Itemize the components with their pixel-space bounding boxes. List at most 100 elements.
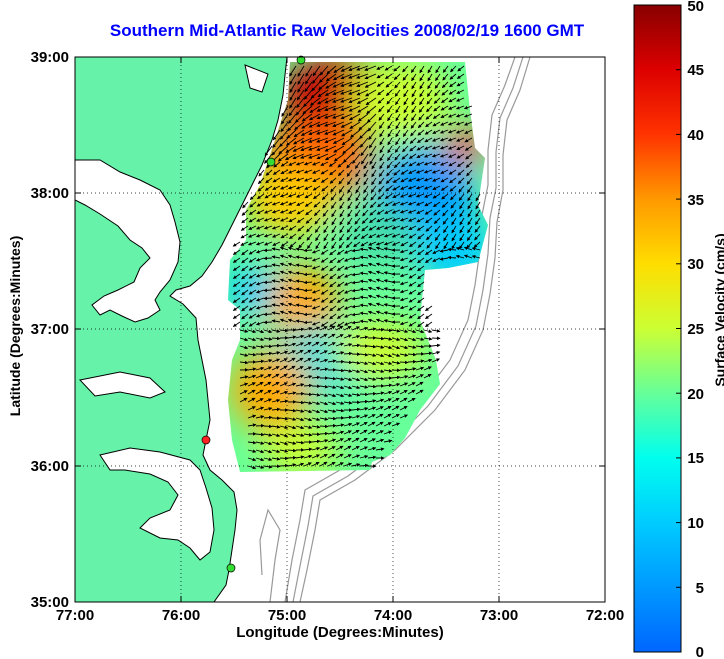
velocity-arrow <box>247 345 257 349</box>
velocity-arrow <box>383 255 393 259</box>
velocity-arrow <box>321 193 329 201</box>
velocity-arrow <box>247 241 257 246</box>
velocity-arrow <box>312 185 321 191</box>
velocity-arrow <box>395 113 401 122</box>
velocity-arrow <box>327 342 336 347</box>
velocity-arrow <box>249 201 257 208</box>
velocity-arrow <box>455 246 465 251</box>
velocity-arrow <box>423 177 433 182</box>
velocity-arrow <box>400 225 409 230</box>
velocity-arrow <box>423 337 433 341</box>
velocity-arrow <box>408 169 417 174</box>
velocity-arrow <box>257 177 265 185</box>
velocity-arrow <box>402 137 409 145</box>
velocity-arrow <box>346 233 353 241</box>
velocity-arrow <box>450 193 457 201</box>
velocity-arrow <box>467 185 473 194</box>
velocity-arrow <box>386 105 393 113</box>
velocity-arrow <box>319 431 329 436</box>
velocity-arrow <box>418 105 425 113</box>
velocity-arrow <box>344 265 353 270</box>
velocity-arrow <box>271 263 281 267</box>
velocity-arrow <box>324 129 337 135</box>
velocity-arrow <box>356 97 369 104</box>
velocity-arrow <box>324 145 337 152</box>
velocity-arrow <box>303 341 312 347</box>
velocity-arrow <box>271 390 280 395</box>
velocity-arrow <box>432 113 441 119</box>
velocity-arrow <box>369 153 377 165</box>
velocity-arrow <box>303 357 312 363</box>
velocity-arrow <box>264 209 273 214</box>
velocity-arrow <box>263 366 272 371</box>
velocity-arrow <box>441 97 449 103</box>
velocity-arrow <box>295 263 305 267</box>
velocity-arrow <box>348 73 361 79</box>
velocity-arrow <box>335 393 345 398</box>
velocity-arrow <box>289 241 297 248</box>
velocity-arrow <box>300 129 313 136</box>
velocity-arrow <box>280 161 289 167</box>
velocity-arrow <box>255 297 265 302</box>
velocity-arrow <box>457 161 465 167</box>
velocity-arrow <box>295 247 305 251</box>
velocity-arrow <box>331 201 337 209</box>
velocity-arrow <box>247 367 257 371</box>
velocity-arrow <box>347 217 353 226</box>
velocity-arrow <box>392 201 401 206</box>
velocity-arrow <box>450 209 457 217</box>
velocity-arrow <box>378 113 385 121</box>
velocity-arrow <box>407 193 417 198</box>
velocity-arrow <box>320 265 329 271</box>
velocity-arrow <box>354 209 361 217</box>
velocity-arrow <box>232 321 241 327</box>
velocity-arrow <box>455 113 465 118</box>
velocity-arrow <box>258 169 265 177</box>
velocity-arrow <box>248 305 257 311</box>
velocity-arrow <box>367 344 377 349</box>
velocity-arrow <box>264 145 273 157</box>
velocity-arrow <box>272 241 281 246</box>
velocity-arrow <box>425 313 433 319</box>
velocity-arrow <box>417 281 425 288</box>
velocity-arrow <box>410 129 417 137</box>
velocity-arrow <box>403 89 409 98</box>
velocity-arrow <box>459 217 465 226</box>
velocity-arrow <box>355 185 361 194</box>
station-marker <box>266 157 276 167</box>
x-tick-label: 75:00 <box>268 607 306 624</box>
velocity-arrow <box>415 193 425 198</box>
velocity-arrow <box>385 185 393 192</box>
velocity-arrow <box>401 153 409 160</box>
velocity-arrow <box>321 185 329 192</box>
velocity-arrow <box>346 169 353 177</box>
velocity-arrow <box>278 145 289 155</box>
velocity-arrow <box>415 177 425 182</box>
velocity-arrow <box>357 113 369 122</box>
velocity-arrow <box>434 89 441 97</box>
velocity-arrow <box>379 121 385 129</box>
velocity-arrow <box>383 337 393 341</box>
velocity-arrow <box>399 281 409 286</box>
velocity-arrow <box>319 401 329 406</box>
velocity-arrow <box>247 389 256 395</box>
velocity-arrow <box>295 177 305 182</box>
velocity-arrow <box>400 169 409 175</box>
velocity-arrow <box>457 169 465 176</box>
velocity-arrow <box>280 225 289 230</box>
velocity-arrow <box>313 193 321 200</box>
colorbar <box>633 4 682 653</box>
velocity-arrow <box>474 225 481 233</box>
velocity-arrow <box>375 294 385 299</box>
velocity-arrow <box>256 225 265 230</box>
velocity-arrow <box>411 81 417 90</box>
velocity-arrow <box>383 369 393 373</box>
velocity-arrow <box>303 169 313 174</box>
velocity-arrow <box>311 401 321 406</box>
velocity-arrow <box>303 264 313 269</box>
velocity-arrow <box>424 209 433 215</box>
velocity-arrow <box>356 65 369 71</box>
velocity-arrow <box>303 401 313 405</box>
velocity-arrow <box>371 169 377 178</box>
velocity-arrow <box>408 265 417 271</box>
